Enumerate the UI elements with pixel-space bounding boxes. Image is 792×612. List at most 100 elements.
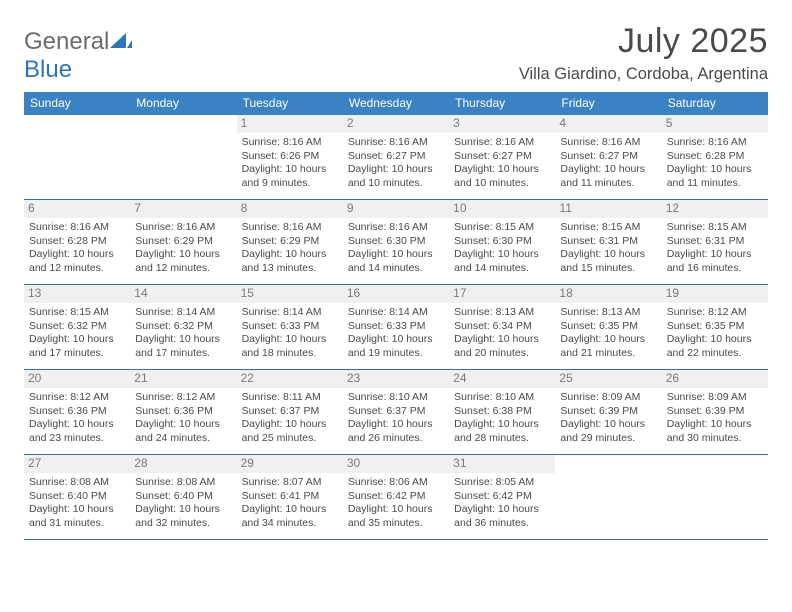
daylight-text: and 19 minutes.	[348, 347, 444, 360]
day-number: 22	[237, 370, 343, 388]
day-cell: 16Sunrise: 8:14 AMSunset: 6:33 PMDayligh…	[343, 285, 449, 369]
weekday-header-row: Sunday Monday Tuesday Wednesday Thursday…	[24, 92, 768, 115]
sunrise-text: Sunrise: 8:12 AM	[29, 391, 125, 404]
day-cell: 26Sunrise: 8:09 AMSunset: 6:39 PMDayligh…	[662, 370, 768, 454]
day-cell	[555, 455, 661, 539]
weekday-header: Monday	[130, 92, 236, 115]
daylight-text: Daylight: 10 hours	[242, 333, 338, 346]
sunrise-text: Sunrise: 8:13 AM	[560, 306, 656, 319]
sunrise-text: Sunrise: 8:16 AM	[242, 221, 338, 234]
daylight-text: Daylight: 10 hours	[348, 163, 444, 176]
day-number: 8	[237, 200, 343, 218]
sunrise-text: Sunrise: 8:15 AM	[667, 221, 763, 234]
sunrise-text: Sunrise: 8:07 AM	[242, 476, 338, 489]
daylight-text: and 10 minutes.	[348, 177, 444, 190]
day-cell: 31Sunrise: 8:05 AMSunset: 6:42 PMDayligh…	[449, 455, 555, 539]
daylight-text: Daylight: 10 hours	[29, 503, 125, 516]
daylight-text: and 20 minutes.	[454, 347, 550, 360]
day-cell: 2Sunrise: 8:16 AMSunset: 6:27 PMDaylight…	[343, 115, 449, 199]
day-number: 17	[449, 285, 555, 303]
daylight-text: and 22 minutes.	[667, 347, 763, 360]
week-row: 1 Sunrise: 8:16 AM Sunset: 6:26 PM Daylight…	[24, 115, 768, 200]
day-cell: 15Sunrise: 8:14 AMSunset: 6:33 PMDayligh…	[237, 285, 343, 369]
sunrise-text: Sunrise: 8:14 AM	[135, 306, 231, 319]
sunset-text: Sunset: 6:42 PM	[454, 490, 550, 503]
day-cell	[130, 115, 236, 199]
sunrise-text: Sunrise: 8:12 AM	[135, 391, 231, 404]
day-number: 25	[555, 370, 661, 388]
daylight-text: Daylight: 10 hours	[454, 163, 550, 176]
sunset-text: Sunset: 6:40 PM	[135, 490, 231, 503]
sunrise-text: Sunrise: 8:16 AM	[667, 136, 763, 149]
daylight-text: Daylight: 10 hours	[560, 248, 656, 261]
sunrise-text: Sunrise: 8:14 AM	[348, 306, 444, 319]
daylight-text: and 32 minutes.	[135, 517, 231, 530]
day-cell: 24Sunrise: 8:10 AMSunset: 6:38 PMDayligh…	[449, 370, 555, 454]
day-number: 4	[555, 115, 661, 133]
daylight-text: Daylight: 10 hours	[348, 503, 444, 516]
day-number: 28	[130, 455, 236, 473]
day-cell: 4Sunrise: 8:16 AMSunset: 6:27 PMDaylight…	[555, 115, 661, 199]
day-cell: 6Sunrise: 8:16 AMSunset: 6:28 PMDaylight…	[24, 200, 130, 284]
calendar: Sunday Monday Tuesday Wednesday Thursday…	[24, 92, 768, 540]
daylight-text: and 13 minutes.	[242, 262, 338, 275]
day-cell: 12Sunrise: 8:15 AMSunset: 6:31 PMDayligh…	[662, 200, 768, 284]
day-cell	[662, 455, 768, 539]
weekday-header: Saturday	[662, 92, 768, 115]
day-number: 10	[449, 200, 555, 218]
sunrise-text: Sunrise: 8:12 AM	[667, 306, 763, 319]
day-number: 7	[130, 200, 236, 218]
daylight-text: and 14 minutes.	[454, 262, 550, 275]
daylight-text: Daylight: 10 hours	[560, 333, 656, 346]
sunset-text: Sunset: 6:39 PM	[667, 405, 763, 418]
day-cell: 25Sunrise: 8:09 AMSunset: 6:39 PMDayligh…	[555, 370, 661, 454]
sunset-text: Sunset: 6:33 PM	[242, 320, 338, 333]
weekday-header: Friday	[555, 92, 661, 115]
sunset-text: Sunset: 6:27 PM	[348, 150, 444, 163]
day-number: 24	[449, 370, 555, 388]
sunset-text: Sunset: 6:29 PM	[135, 235, 231, 248]
daylight-text: and 16 minutes.	[667, 262, 763, 275]
daylight-text: Daylight: 10 hours	[135, 503, 231, 516]
sunrise-text: Sunrise: 8:11 AM	[242, 391, 338, 404]
sunset-text: Sunset: 6:31 PM	[667, 235, 763, 248]
day-number: 21	[130, 370, 236, 388]
day-number: 5	[662, 115, 768, 133]
sunrise-text: Sunrise: 8:14 AM	[242, 306, 338, 319]
sunset-text: Sunset: 6:27 PM	[454, 150, 550, 163]
daylight-text: Daylight: 10 hours	[29, 248, 125, 261]
daylight-text: Daylight: 10 hours	[242, 418, 338, 431]
daylight-text: and 12 minutes.	[135, 262, 231, 275]
sunset-text: Sunset: 6:26 PM	[242, 150, 338, 163]
day-cell: 22Sunrise: 8:11 AMSunset: 6:37 PMDayligh…	[237, 370, 343, 454]
daylight-text: Daylight: 10 hours	[242, 503, 338, 516]
day-number: 1	[237, 115, 343, 133]
sunrise-text: Sunrise: 8:08 AM	[29, 476, 125, 489]
daylight-text: and 18 minutes.	[242, 347, 338, 360]
day-cell: 5Sunrise: 8:16 AMSunset: 6:28 PMDaylight…	[662, 115, 768, 199]
sunrise-text: Sunrise: 8:16 AM	[560, 136, 656, 149]
day-number: 3	[449, 115, 555, 133]
daylight-text: Daylight: 10 hours	[454, 333, 550, 346]
day-cell: 1Sunrise: 8:16 AMSunset: 6:26 PMDaylight…	[237, 115, 343, 199]
sunrise-text: Sunrise: 8:16 AM	[348, 221, 444, 234]
daylight-text: and 29 minutes.	[560, 432, 656, 445]
daylight-text: and 30 minutes.	[667, 432, 763, 445]
day-number: 16	[343, 285, 449, 303]
sunset-text: Sunset: 6:31 PM	[560, 235, 656, 248]
day-number: 6	[24, 200, 130, 218]
brand-logo: GeneralBlue	[24, 28, 132, 84]
daylight-text: Daylight: 10 hours	[242, 248, 338, 261]
daylight-text: Daylight: 10 hours	[348, 248, 444, 261]
day-cell: 28Sunrise: 8:08 AMSunset: 6:40 PMDayligh…	[130, 455, 236, 539]
day-cell: 19Sunrise: 8:12 AMSunset: 6:35 PMDayligh…	[662, 285, 768, 369]
daylight-text: and 23 minutes.	[29, 432, 125, 445]
sunrise-text: Sunrise: 8:15 AM	[29, 306, 125, 319]
day-cell: 20Sunrise: 8:12 AMSunset: 6:36 PMDayligh…	[24, 370, 130, 454]
daylight-text: Daylight: 10 hours	[454, 248, 550, 261]
sunset-text: Sunset: 6:35 PM	[667, 320, 763, 333]
brand-word1: General	[24, 28, 109, 55]
daylight-text: and 35 minutes.	[348, 517, 444, 530]
daylight-text: Daylight: 10 hours	[454, 503, 550, 516]
daylight-text: and 14 minutes.	[348, 262, 444, 275]
